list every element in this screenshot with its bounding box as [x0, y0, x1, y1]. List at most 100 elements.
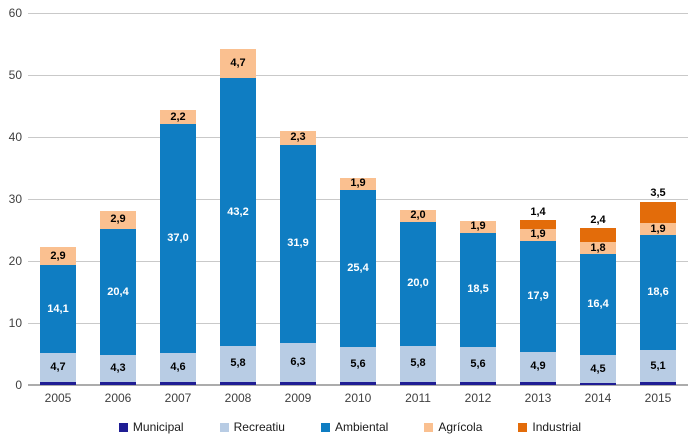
segment-value-label: 2,2 — [170, 110, 186, 123]
bar-slot-2011: 5,8 20,0 2,0 — [388, 13, 448, 385]
segment-value-label: 43,2 — [227, 205, 249, 218]
stacked-bar-2014: 4,5 16,4 1,8 — [580, 227, 616, 385]
bar-segment-ambiental: 18,5 — [460, 232, 496, 348]
bar-segment-recreatiu: 4,5 — [580, 355, 616, 384]
bar-segment-agrícola: 1,9 — [460, 221, 496, 233]
bar-slot-2008: 5,8 43,2 4,7 — [208, 13, 268, 385]
bar-slot-2014: 4,5 16,4 1,8 2,4 — [568, 13, 628, 385]
bar-segment-recreatiu: 5,1 — [640, 350, 676, 382]
y-tick-label: 0 — [15, 378, 22, 392]
segment-value-label: 2,0 — [410, 209, 426, 222]
legend-swatch-icon — [219, 422, 229, 432]
legend-item-agrícola: Agrícola — [424, 420, 482, 434]
x-tick-label: 2013 — [524, 391, 552, 405]
y-tick-label: 40 — [8, 130, 22, 144]
x-tick-label: 2010 — [344, 391, 372, 405]
bar-segment-agrícola: 1,9 — [520, 229, 556, 241]
legend-swatch-icon — [518, 422, 528, 432]
bar-segment-ambiental: 43,2 — [220, 78, 256, 346]
bar-segment-municipal — [520, 381, 556, 385]
bar-segment-recreatiu: 4,6 — [160, 353, 196, 382]
bar-slot-2010: 5,6 25,4 1,9 — [328, 13, 388, 385]
bar-segment-agrícola: 2,3 — [280, 130, 316, 146]
segment-value-label: 14,1 — [47, 302, 69, 315]
segment-value-label: 20,0 — [407, 277, 429, 290]
bar-segment-agrícola: 1,8 — [580, 242, 616, 254]
bar-slot-2007: 4,6 37,0 2,2 — [148, 13, 208, 385]
bar-segment-municipal — [100, 381, 136, 385]
segment-value-label: 2,9 — [50, 249, 66, 262]
bar-segment-agrícola: 2,0 — [400, 209, 436, 222]
segment-value-label: 4,7 — [230, 57, 246, 70]
bar-segment-agrícola: 2,2 — [160, 110, 196, 124]
y-tick-label: 30 — [8, 192, 22, 206]
stacked-bar-2012: 5,6 18,5 1,9 — [460, 221, 496, 385]
x-tick-label: 2007 — [164, 391, 192, 405]
bar-segment-municipal — [220, 381, 256, 385]
bar-slot-2013: 4,9 17,9 1,9 1,4 — [508, 13, 568, 385]
legend-label: Ambiental — [334, 420, 389, 434]
segment-value-label: 4,5 — [590, 362, 606, 375]
bar-segment-recreatiu: 4,9 — [520, 351, 556, 382]
bar-segment-recreatiu: 5,8 — [220, 345, 256, 382]
x-tick-label: 2006 — [104, 391, 132, 405]
bar-segment-municipal — [400, 381, 436, 385]
segment-value-label: 18,5 — [467, 283, 489, 296]
segment-value-label: 1,9 — [470, 220, 486, 233]
legend-item-industrial: Industrial — [518, 420, 581, 434]
legend-label: Municipal — [132, 420, 184, 434]
segment-value-label: 5,1 — [650, 359, 666, 372]
bar-segment-recreatiu: 4,7 — [40, 352, 76, 382]
bar-segment-municipal — [460, 381, 496, 385]
bar-segment-industrial — [520, 220, 556, 229]
segment-value-label: 2,3 — [290, 131, 306, 144]
segment-value-label-above: 3,5 — [650, 187, 666, 200]
stacked-bar-2011: 5,8 20,0 2,0 — [400, 209, 436, 385]
bar-segment-recreatiu: 5,8 — [400, 345, 436, 382]
y-tick-label: 50 — [8, 68, 22, 82]
bar-segment-municipal — [40, 381, 76, 385]
bar-segment-municipal — [280, 381, 316, 385]
bar-slot-2015: 5,1 18,6 1,9 3,5 — [628, 13, 688, 385]
segment-value-label: 5,6 — [350, 358, 366, 371]
legend-item-municipal: Municipal — [118, 420, 184, 434]
y-tick-label: 10 — [8, 316, 22, 330]
stacked-bar-2005: 4,7 14,1 2,9 — [40, 247, 76, 385]
legend-item-ambiental: Ambiental — [320, 420, 389, 434]
segment-value-label: 4,7 — [50, 360, 66, 373]
legend-label: Industrial — [532, 420, 582, 434]
segment-value-label: 1,9 — [530, 228, 546, 241]
bar-segment-ambiental: 25,4 — [340, 189, 376, 348]
bar-segment-municipal — [160, 381, 196, 385]
bar-segment-ambiental: 20,4 — [100, 228, 136, 356]
bar-segment-agrícola: 2,9 — [100, 210, 136, 229]
bar-segment-agrícola: 1,9 — [640, 223, 676, 235]
segment-value-label: 4,3 — [110, 362, 126, 375]
segment-value-label: 6,3 — [290, 355, 306, 368]
bar-segment-ambiental: 37,0 — [160, 124, 196, 354]
bar-segment-recreatiu: 6,3 — [280, 342, 316, 382]
x-tick-label: 2005 — [44, 391, 72, 405]
segment-value-label: 1,9 — [650, 222, 666, 235]
bars-layer: 4,7 14,1 2,9 4,3 20,4 2,9 4,6 37,0 2,2 5,8 43,2 4,7… — [28, 13, 688, 385]
segment-value-label: 4,9 — [530, 360, 546, 373]
bar-slot-2012: 5,6 18,5 1,9 — [448, 13, 508, 385]
bar-segment-municipal — [580, 383, 616, 385]
bar-slot-2006: 4,3 20,4 2,9 — [88, 13, 148, 385]
segment-value-label-above: 2,4 — [590, 213, 606, 226]
bar-segment-recreatiu: 5,6 — [460, 347, 496, 382]
segment-value-label: 16,4 — [587, 297, 609, 310]
segment-value-label: 31,9 — [287, 237, 309, 250]
x-axis: 2005 2006 2007 2008 2009 2010 2011 2012 2013 2014… — [28, 391, 688, 405]
segment-value-label: 18,6 — [647, 286, 669, 299]
bar-segment-agrícola: 4,7 — [220, 49, 256, 79]
legend-swatch-icon — [424, 422, 434, 432]
segment-value-label: 5,8 — [410, 357, 426, 370]
bar-segment-ambiental: 18,6 — [640, 234, 676, 351]
bar-slot-2005: 4,7 14,1 2,9 — [28, 13, 88, 385]
segment-value-label: 5,8 — [230, 357, 246, 370]
legend-item-recreatiu: Recreatiu — [219, 420, 285, 434]
bar-segment-recreatiu: 4,3 — [100, 355, 136, 382]
bar-slot-2009: 6,3 31,9 2,3 — [268, 13, 328, 385]
